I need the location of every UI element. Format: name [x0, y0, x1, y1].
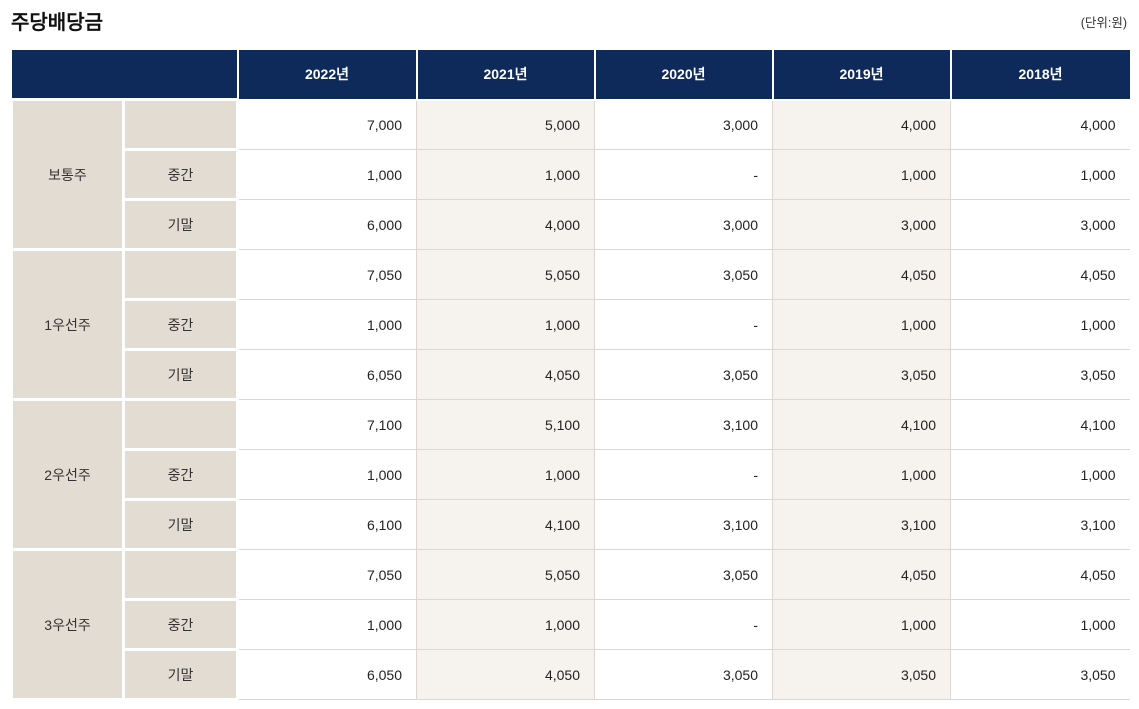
- table-row: 2우선주 7,100 5,100 3,100 4,100 4,100: [10, 398, 1130, 551]
- value-cell: 1,000: [950, 599, 1130, 650]
- table-row: 중간 1,000 1,000 - 1,000 1,000: [12, 448, 1130, 501]
- value-cell: 3,100: [594, 399, 773, 450]
- value-cell: 1,000: [237, 449, 417, 500]
- value-cell: -: [594, 599, 773, 650]
- value-cell: 4,050: [772, 249, 951, 300]
- value-cell: 3,050: [594, 249, 773, 300]
- value-cell: -: [594, 149, 773, 200]
- value-cell: 1,000: [416, 449, 595, 500]
- value-cell: 7,050: [237, 549, 417, 600]
- value-cell: 5,050: [416, 549, 595, 600]
- value-cell: 6,050: [237, 349, 417, 400]
- value-cell: 3,000: [594, 99, 773, 150]
- value-cell: 3,100: [772, 499, 951, 550]
- value-cell: 1,000: [772, 599, 951, 650]
- value-cell: 4,000: [416, 199, 595, 250]
- value-cell: 7,000: [237, 99, 417, 150]
- row-label-cell: [122, 548, 239, 601]
- value-cell: 1,000: [950, 149, 1130, 200]
- value-cell: 1,000: [416, 299, 595, 350]
- value-cell: 5,050: [416, 249, 595, 300]
- value-cell: 5,100: [416, 399, 595, 450]
- value-cell: 4,000: [950, 99, 1130, 150]
- row-label-cell: 기말: [122, 648, 239, 701]
- value-cell: -: [594, 299, 773, 350]
- value-cell: 1,000: [772, 449, 951, 500]
- value-cell: 6,000: [237, 199, 417, 250]
- value-cell: 1,000: [237, 299, 417, 350]
- value-cell: 4,050: [416, 649, 595, 700]
- table-row: 기말 6,050 4,050 3,050 3,050 3,050: [12, 348, 1130, 401]
- value-cell: 1,000: [416, 599, 595, 650]
- value-cell: 1,000: [237, 149, 417, 200]
- value-cell: 3,000: [772, 199, 951, 250]
- page-title: 주당배당금: [11, 12, 103, 34]
- value-cell: 6,050: [237, 649, 417, 700]
- row-label-cell: 기말: [122, 498, 239, 551]
- corner-header-cell: [11, 50, 238, 101]
- value-cell: 3,050: [950, 349, 1130, 400]
- table-row: 중간 1,000 1,000 - 1,000 1,000: [12, 598, 1130, 651]
- value-cell: 3,050: [772, 349, 951, 400]
- row-label-cell: [122, 248, 239, 301]
- table-row: 3우선주 7,050 5,050 3,050 4,050 4,050: [10, 548, 1130, 701]
- value-cell: 3,050: [950, 649, 1130, 700]
- value-cell: 1,000: [950, 449, 1130, 500]
- value-cell: 3,050: [594, 349, 773, 400]
- value-cell: 1,000: [950, 299, 1130, 350]
- value-cell: 4,100: [950, 399, 1130, 450]
- dividend-table: 2022년 2021년 2020년 2019년 2018년 보통주 7,000 …: [10, 50, 1130, 701]
- row-label-cell: 기말: [122, 198, 239, 251]
- value-cell: 3,000: [594, 199, 773, 250]
- table-row: 보통주 7,000 5,000 3,000 4,000 4,000: [10, 98, 1130, 251]
- year-header-cell: 2022년: [236, 50, 417, 101]
- value-cell: 3,050: [594, 649, 773, 700]
- table-row: 중간 1,000 1,000 - 1,000 1,000: [12, 298, 1130, 351]
- year-header-cell: 2021년: [415, 50, 595, 101]
- row-label-cell: 중간: [122, 598, 239, 651]
- unit-label: (단위:원): [1080, 16, 1127, 30]
- row-label-cell: 중간: [122, 448, 239, 501]
- table-row: 기말 6,050 4,050 3,050 3,050 3,050: [12, 648, 1130, 701]
- value-cell: 1,000: [416, 149, 595, 200]
- year-header-cell: 2020년: [593, 50, 773, 101]
- header-row: 2022년 2021년 2020년 2019년 2018년: [11, 50, 1130, 101]
- value-cell: 7,050: [237, 249, 417, 300]
- value-cell: 3,000: [950, 199, 1130, 250]
- row-label-cell: 기말: [122, 348, 239, 401]
- year-header-cell: 2019년: [771, 50, 951, 101]
- value-cell: 1,000: [237, 599, 417, 650]
- value-cell: 3,100: [594, 499, 773, 550]
- value-cell: 1,000: [772, 149, 951, 200]
- value-cell: 4,050: [950, 549, 1130, 600]
- value-cell: 4,100: [416, 499, 595, 550]
- group-label-cell: 2우선주: [10, 398, 125, 551]
- year-header-cell: 2018년: [949, 50, 1130, 101]
- value-cell: 4,100: [772, 399, 951, 450]
- value-cell: 3,100: [950, 499, 1130, 550]
- value-cell: 4,050: [772, 549, 951, 600]
- value-cell: 5,000: [416, 99, 595, 150]
- value-cell: -: [594, 449, 773, 500]
- table-row: 기말 6,100 4,100 3,100 3,100 3,100: [12, 498, 1130, 551]
- value-cell: 4,000: [772, 99, 951, 150]
- value-cell: 4,050: [950, 249, 1130, 300]
- row-label-cell: 중간: [122, 298, 239, 351]
- group-label-cell: 3우선주: [10, 548, 125, 701]
- row-label-cell: 중간: [122, 148, 239, 201]
- group-label-cell: 1우선주: [10, 248, 125, 401]
- value-cell: 6,100: [237, 499, 417, 550]
- value-cell: 3,050: [772, 649, 951, 700]
- value-cell: 4,050: [416, 349, 595, 400]
- table-row: 기말 6,000 4,000 3,000 3,000 3,000: [12, 198, 1130, 251]
- table-row: 중간 1,000 1,000 - 1,000 1,000: [12, 148, 1130, 201]
- value-cell: 1,000: [772, 299, 951, 350]
- row-label-cell: [122, 98, 239, 151]
- group-label-cell: 보통주: [10, 98, 125, 251]
- value-cell: 7,100: [237, 399, 417, 450]
- row-label-cell: [122, 398, 239, 451]
- table-row: 1우선주 7,050 5,050 3,050 4,050 4,050: [10, 248, 1130, 401]
- value-cell: 3,050: [594, 549, 773, 600]
